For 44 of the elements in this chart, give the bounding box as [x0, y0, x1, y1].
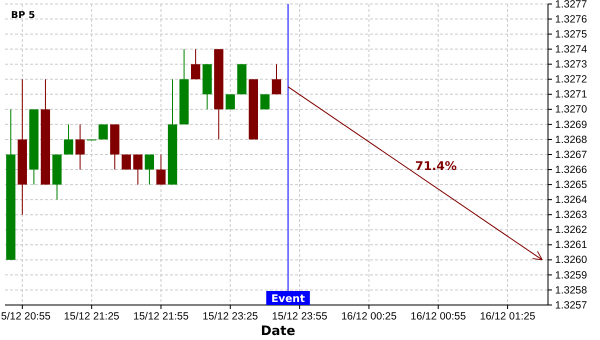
candlestick [191, 48, 200, 80]
y-tick-label: 1.3272 [555, 74, 588, 86]
y-tick-label: 1.3262 [555, 224, 588, 236]
annotation: Event [271, 293, 305, 305]
candlestick [133, 154, 142, 186]
y-tick-label: 1.3257 [555, 299, 588, 312]
candlestick [75, 124, 85, 170]
y-tick-label: 1.3269 [555, 118, 588, 131]
y-tick-label: 1.3271 [555, 88, 588, 101]
x-axis-title: Date [260, 324, 296, 339]
x-tick-label: 16/12 00:25 [341, 310, 397, 322]
y-tick-label: 1.3263 [555, 209, 588, 222]
x-tick-label: 16/12 01:25 [480, 310, 536, 322]
candlestick [122, 154, 131, 170]
y-tick-label: 1.3276 [555, 13, 588, 26]
x-tick-label: 5/12 20:55 [1, 310, 51, 322]
x-tick-label: 15/12 23:25 [202, 310, 258, 322]
y-tick-label: 1.3259 [555, 269, 588, 282]
y-tick-label: 1.3266 [555, 164, 588, 176]
text: BP 5 [11, 10, 36, 21]
y-tick-label: 1.3265 [555, 178, 588, 191]
y-tick-label: 1.3258 [555, 284, 588, 296]
x-tick-label: 15/12 21:55 [133, 310, 189, 322]
annotation: 71.4% [415, 159, 457, 173]
y-tick-label: 1.3270 [555, 104, 588, 116]
y-tick-label: 1.3275 [555, 28, 588, 40]
y-tick-label: 1.3264 [555, 194, 588, 206]
candlestick [98, 124, 108, 140]
candlestick [226, 94, 235, 110]
y-tick-label: 1.3260 [555, 254, 588, 266]
candlestick [144, 154, 154, 186]
candlestick [156, 154, 166, 186]
x-tick-label: 15/12 21:25 [64, 310, 120, 322]
y-tick-label: 1.3277 [555, 0, 588, 10]
x-tick-label: 16/12 00:55 [410, 310, 466, 322]
y-tick-label: 1.3261 [555, 239, 588, 252]
y-tick-label: 1.3267 [555, 148, 588, 161]
y-tick-label: 1.3274 [555, 44, 588, 56]
x-tick-label: 15/12 23:55 [272, 310, 328, 322]
candlestick [260, 94, 270, 110]
candlestick [272, 64, 282, 95]
y-tick-label: 1.3268 [555, 134, 588, 146]
candlestick [64, 124, 74, 155]
y-tick-label: 1.3273 [555, 58, 588, 71]
